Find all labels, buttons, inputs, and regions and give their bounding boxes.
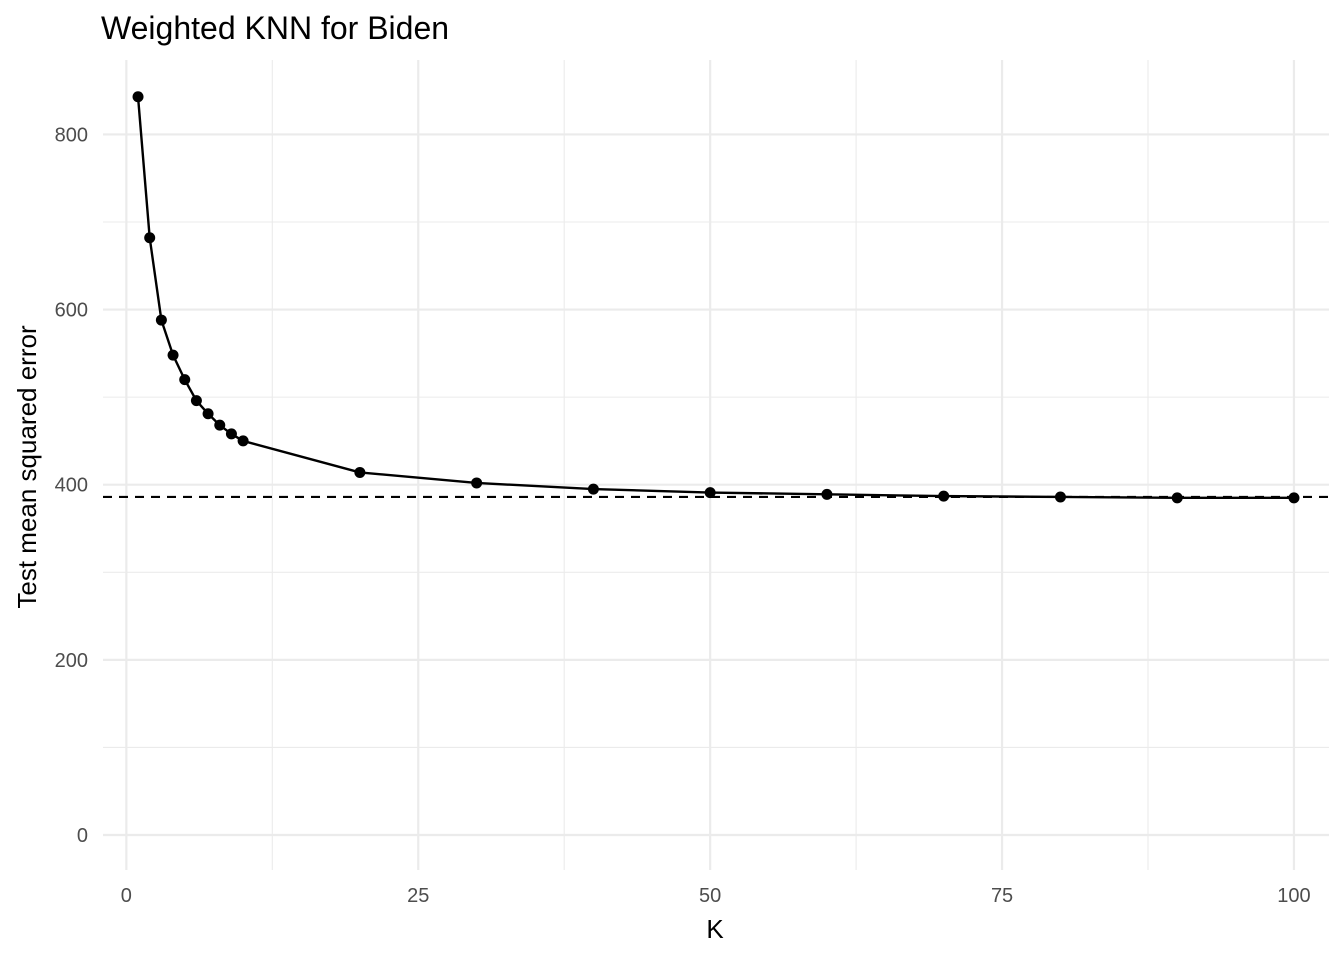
y-axis-label: Test mean squared error	[12, 325, 42, 609]
data-point	[1288, 492, 1300, 504]
x-axis-tick-labels: 0 25 50 75 100	[121, 885, 1311, 907]
x-tick-label: 50	[699, 885, 721, 907]
data-point	[190, 395, 202, 407]
data-point	[179, 374, 191, 386]
x-tick-label: 100	[1277, 885, 1310, 907]
data-point	[354, 466, 366, 478]
x-tick-label: 0	[121, 885, 132, 907]
data-point	[704, 487, 716, 499]
y-tick-label: 0	[77, 825, 88, 847]
y-tick-label: 800	[55, 124, 88, 146]
data-point	[1171, 492, 1183, 504]
data-point	[471, 477, 483, 489]
data-point	[821, 488, 833, 500]
data-point	[214, 419, 226, 431]
series-group	[136, 96, 1294, 500]
y-tick-label: 200	[55, 650, 88, 672]
data-point	[237, 435, 249, 447]
x-tick-label: 25	[407, 885, 429, 907]
y-tick-label: 400	[55, 475, 88, 497]
data-point	[132, 91, 144, 103]
data-point	[167, 349, 179, 361]
data-point	[155, 314, 167, 326]
data-point	[938, 490, 950, 502]
major-gridlines	[103, 60, 1329, 870]
minor-gridlines	[103, 60, 1329, 870]
data-point	[587, 483, 599, 495]
data-points	[132, 91, 1300, 504]
series-line	[136, 96, 1294, 500]
data-point	[225, 428, 237, 440]
y-tick-label: 600	[55, 300, 88, 322]
data-point	[1054, 491, 1066, 503]
y-axis-tick-labels: 0 200 400 600 800	[55, 124, 88, 847]
data-point	[202, 408, 214, 420]
x-axis-label: K	[706, 914, 724, 944]
data-point	[144, 232, 156, 244]
chart-title: Weighted KNN for Biden	[101, 10, 449, 46]
x-tick-label: 75	[991, 885, 1013, 907]
